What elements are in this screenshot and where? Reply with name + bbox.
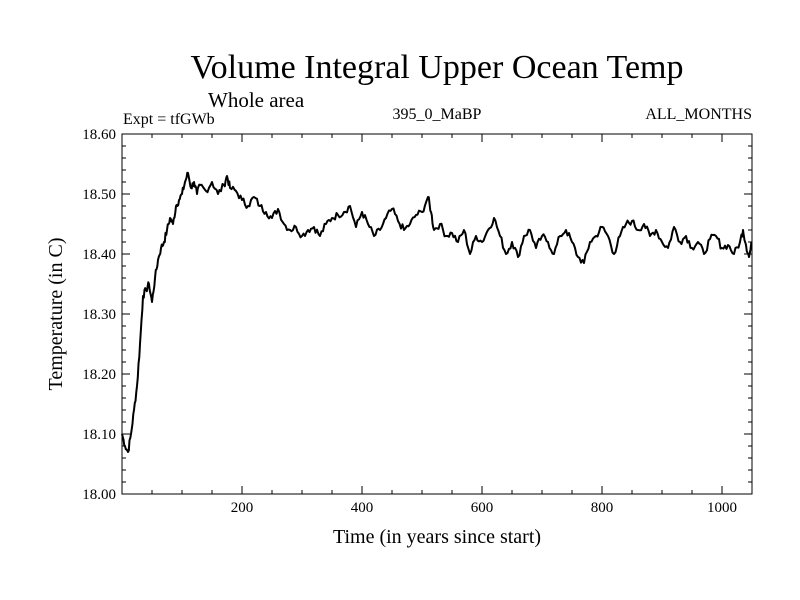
temperature-series-line (121, 171, 753, 453)
x-axis-label: Time (in years since start) (333, 526, 541, 548)
y-tick-label: 18.40 (82, 247, 116, 263)
x-tick-label: 600 (471, 500, 494, 516)
y-tick-label: 18.60 (82, 127, 116, 143)
chart-subtitle: Whole area (208, 88, 305, 112)
y-tick-label: 18.20 (82, 367, 116, 383)
run-annotation: 395_0_MaBP (393, 106, 482, 123)
experiment-annotation: Expt = tfGWb (123, 111, 215, 128)
months-annotation: ALL_MONTHS (645, 106, 752, 123)
x-tick-label: 800 (591, 500, 614, 516)
y-tick-label: 18.10 (82, 427, 116, 443)
y-axis-label: Temperature (in C) (45, 238, 67, 391)
plot-frame (121, 133, 753, 495)
axis-ticks: 18.00 18.10 18.20 18.30 18.40 18.50 18.60 200 40… (82, 127, 752, 516)
x-tick-label: 400 (351, 500, 374, 516)
y-tick-label: 18.00 (82, 487, 116, 503)
y-tick-label: 18.30 (82, 307, 116, 323)
y-tick-label: 18.50 (82, 187, 116, 203)
x-tick-label: 1000 (707, 500, 737, 516)
chart-title: Volume Integral Upper Ocean Temp (191, 49, 684, 86)
x-tick-label: 200 (231, 500, 254, 516)
